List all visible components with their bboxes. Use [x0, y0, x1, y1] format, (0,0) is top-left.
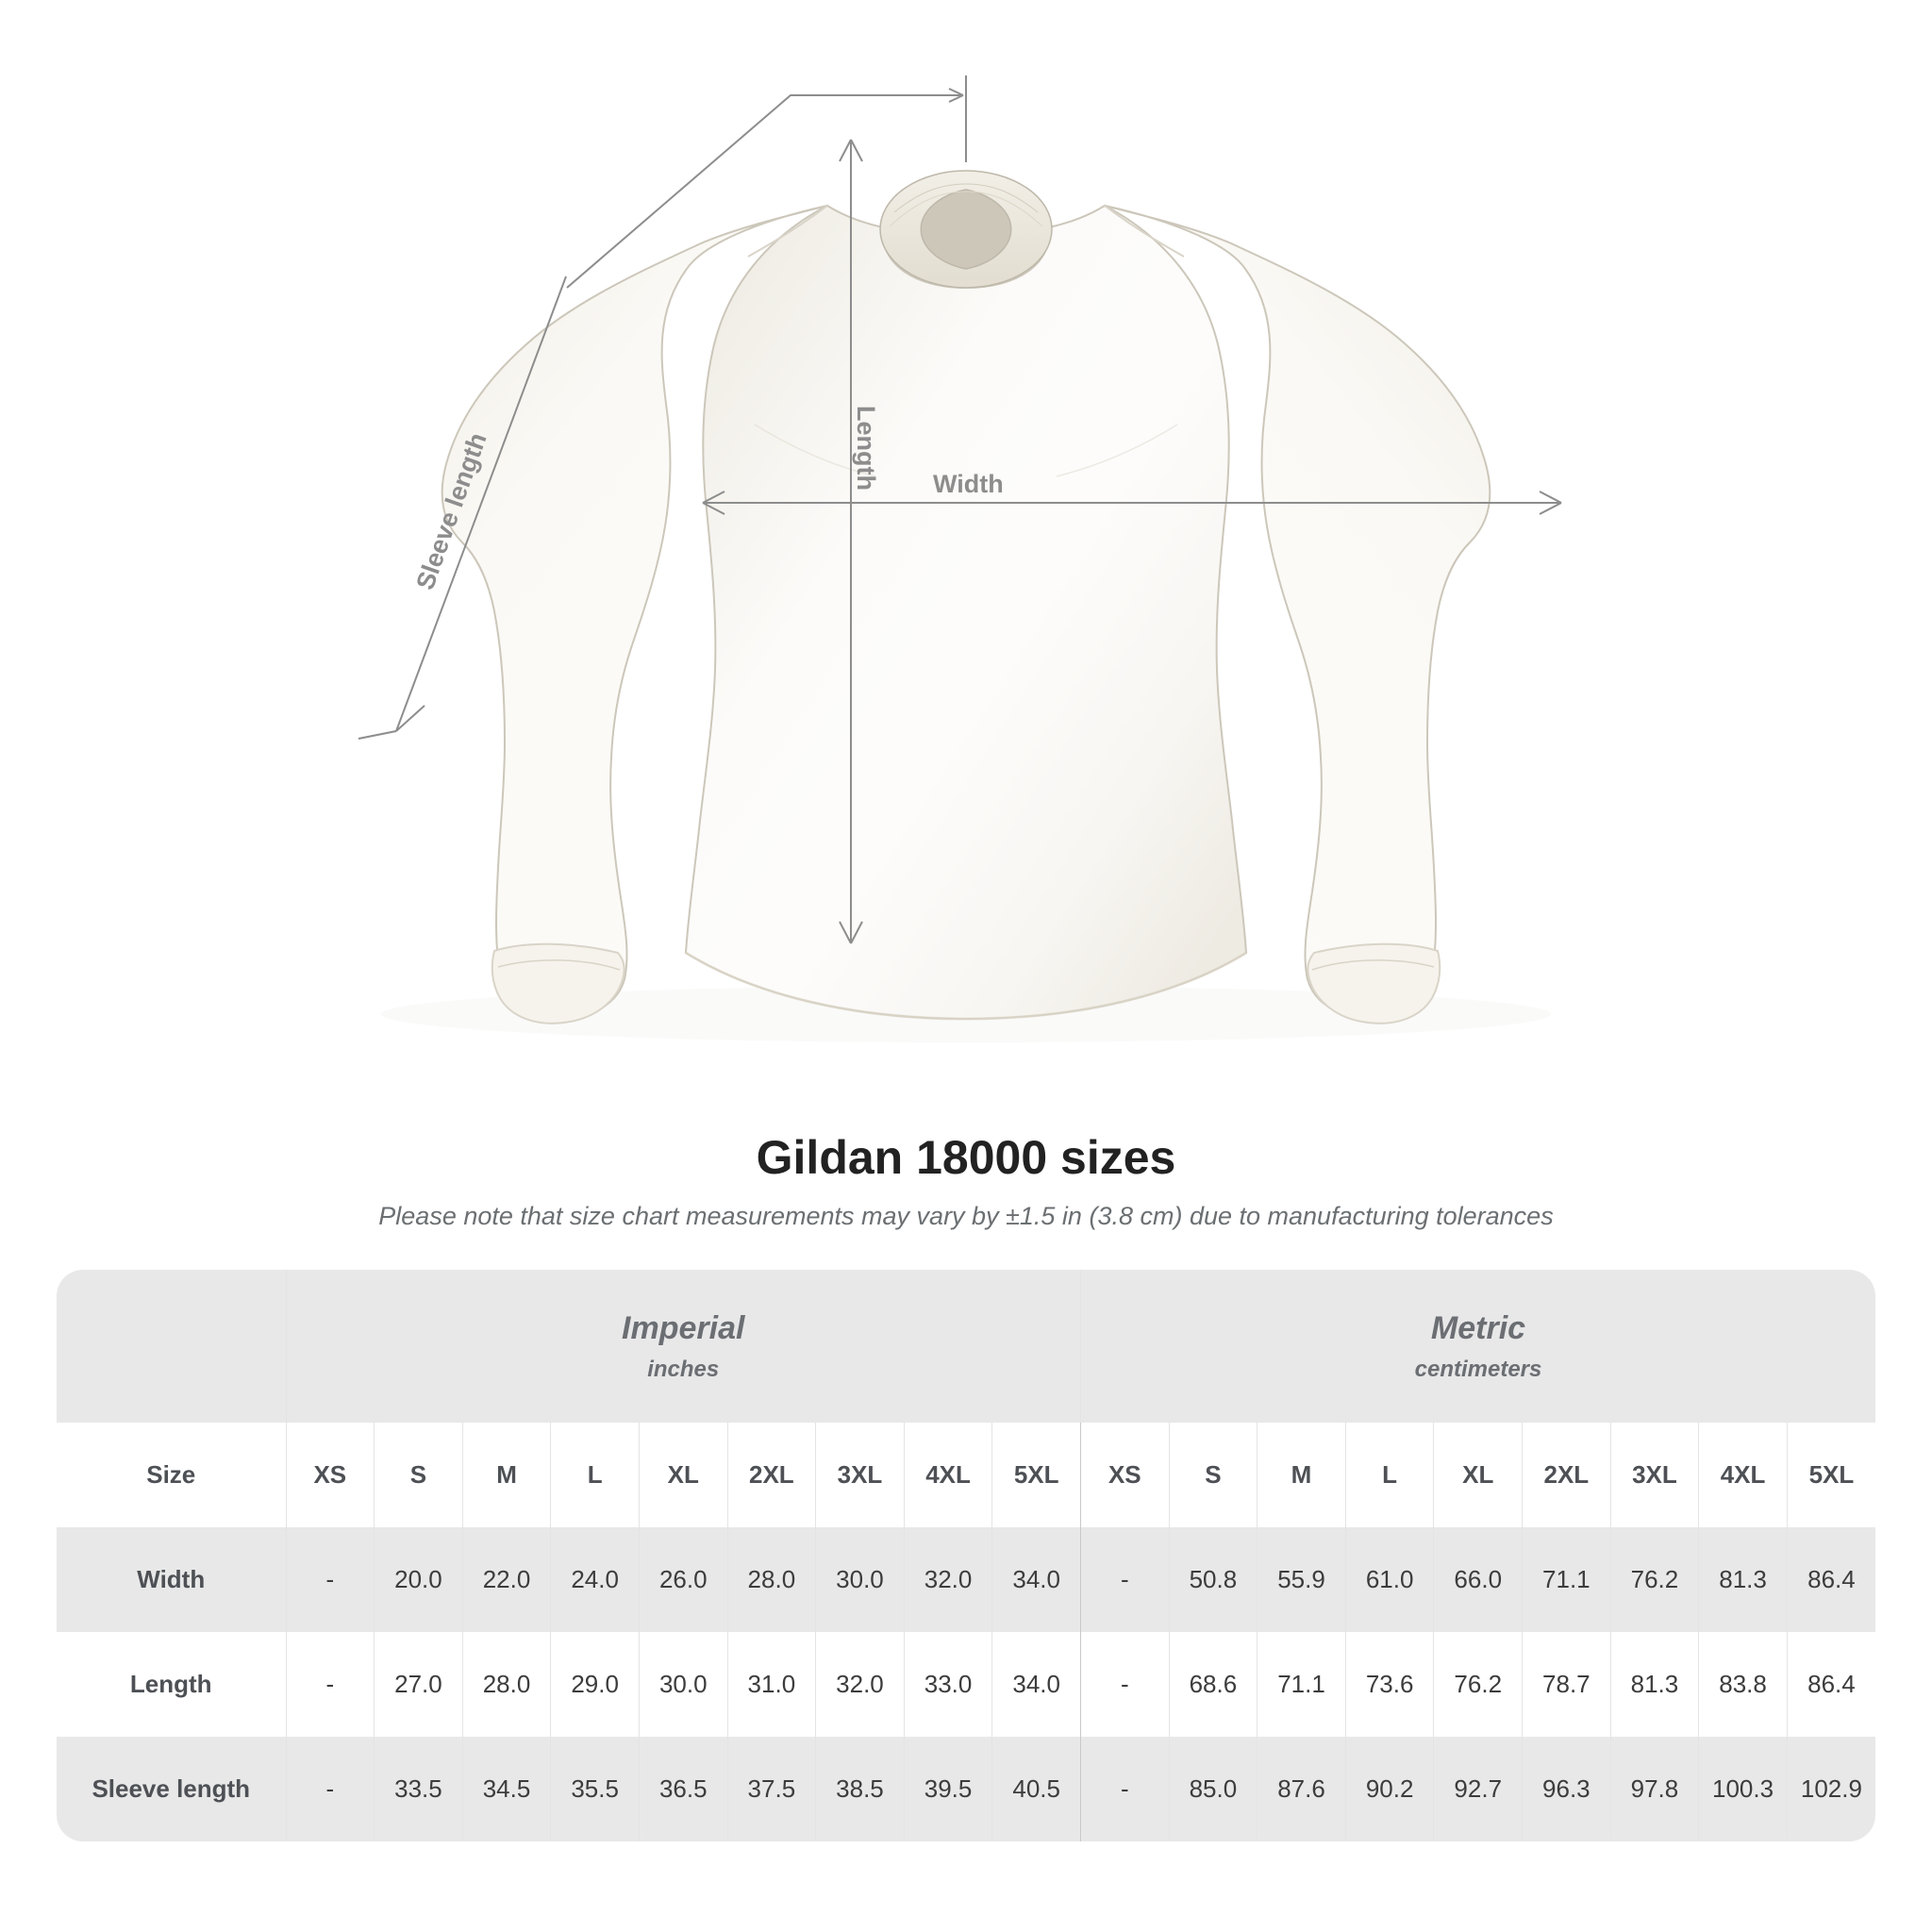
- svg-text:Length: Length: [852, 406, 880, 491]
- svg-text:Width: Width: [933, 470, 1004, 498]
